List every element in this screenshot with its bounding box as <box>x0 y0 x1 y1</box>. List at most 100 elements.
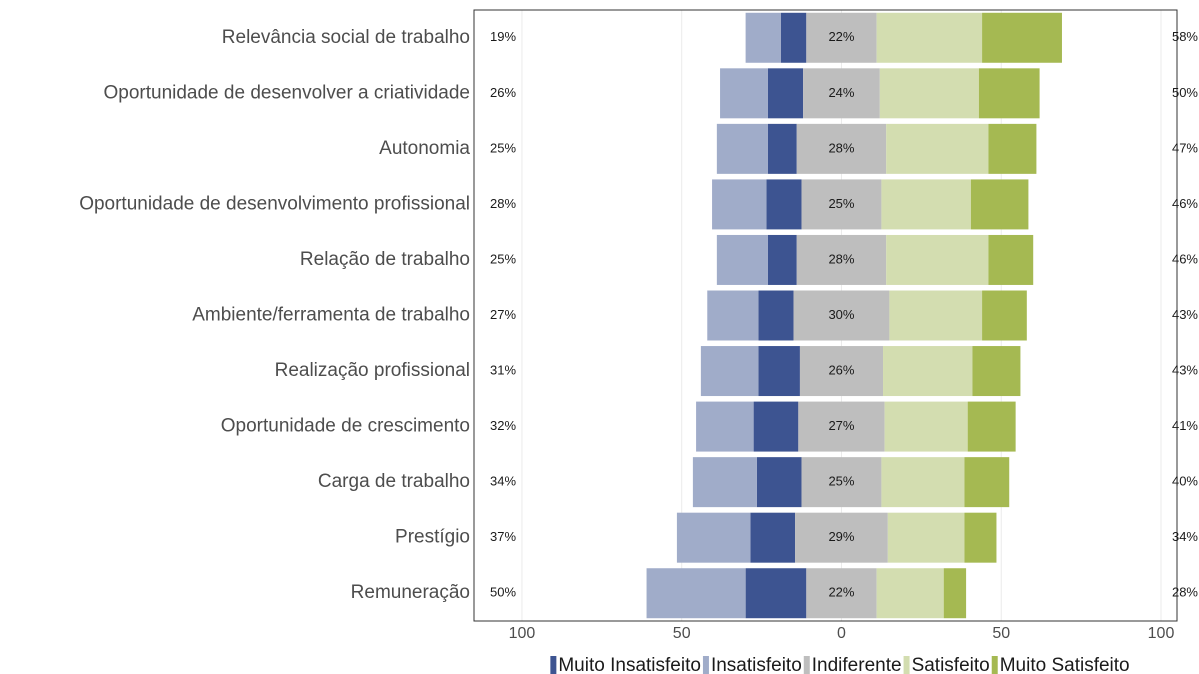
bar-segment <box>756 457 802 508</box>
bar-segment <box>745 568 807 619</box>
bar-segment <box>982 12 1062 63</box>
bar-segment <box>676 512 751 563</box>
category-label: Relevância social de trabalho <box>222 27 470 48</box>
center-label: 22% <box>828 29 854 44</box>
bar-segment <box>886 123 989 174</box>
x-tick-label: 100 <box>509 625 536 642</box>
left-label: 27% <box>490 307 516 322</box>
bar-segment <box>970 179 1029 230</box>
right-label: 43% <box>1172 307 1198 322</box>
category-label: Oportunidade de desenvolvimento profissi… <box>79 193 470 214</box>
bar-segment <box>978 68 1040 119</box>
bar-segment <box>801 457 882 508</box>
bar-segment <box>801 179 882 230</box>
bar-segment <box>883 346 973 397</box>
bar-segment <box>982 290 1027 341</box>
bar-segment <box>767 123 797 174</box>
bar-segment <box>720 68 768 119</box>
bar-segment <box>806 568 877 619</box>
bar-segment <box>887 512 965 563</box>
bar-segment <box>767 234 797 285</box>
bar-segment <box>799 346 884 397</box>
category-label: Oportunidade de desenvolver a criativida… <box>103 82 470 103</box>
bar-segment <box>796 234 887 285</box>
right-label: 41% <box>1172 418 1198 433</box>
bar-segment <box>884 401 968 452</box>
bar-segment <box>876 12 983 63</box>
bar-segment <box>943 568 967 619</box>
bar-segment <box>881 179 971 230</box>
left-label: 31% <box>490 362 516 377</box>
category-label: Prestígio <box>395 527 470 548</box>
legend-label: Satisfeito <box>912 655 990 674</box>
category-label: Ambiente/ferramenta de trabalho <box>192 305 470 326</box>
bar-segment <box>696 401 754 452</box>
x-tick-label: 50 <box>673 625 691 642</box>
legend-label: Insatisfeito <box>711 655 802 674</box>
right-label: 50% <box>1172 85 1198 100</box>
bar-segment <box>886 234 989 285</box>
bar-segment <box>712 179 767 230</box>
bar-segment <box>700 346 759 397</box>
bar-segment <box>716 234 768 285</box>
left-label: 25% <box>490 140 516 155</box>
bar-segment <box>745 12 781 63</box>
left-label: 50% <box>490 585 516 600</box>
right-label: 46% <box>1172 196 1198 211</box>
right-label: 40% <box>1172 474 1198 489</box>
category-label: Realização profissional <box>275 360 470 381</box>
bar-segment <box>692 457 757 508</box>
category-label: Autonomia <box>379 138 470 159</box>
legend-swatch <box>903 656 910 674</box>
plot-border <box>473 9 1178 622</box>
left-label: 28% <box>490 196 516 211</box>
center-label: 25% <box>828 474 854 489</box>
bar-segment <box>967 401 1016 452</box>
bar-segment <box>798 401 885 452</box>
category-label: Oportunidade de crescimento <box>221 416 470 437</box>
bar-segment <box>876 568 944 619</box>
bar-segment <box>716 123 768 174</box>
right-label: 34% <box>1172 529 1198 544</box>
bar-segment <box>988 234 1034 285</box>
center-label: 22% <box>828 585 854 600</box>
bar-segment <box>767 68 804 119</box>
center-label: 27% <box>828 418 854 433</box>
center-label: 28% <box>828 251 854 266</box>
bar-segment <box>988 123 1037 174</box>
category-label: Relação de trabalho <box>300 249 470 270</box>
left-label: 32% <box>490 418 516 433</box>
bar-segment <box>795 512 888 563</box>
right-label: 47% <box>1172 140 1198 155</box>
bar-segment <box>646 568 746 619</box>
center-label: 24% <box>828 85 854 100</box>
category-label: Remuneração <box>351 582 470 603</box>
x-tick-label: 100 <box>1148 625 1175 642</box>
center-label: 26% <box>828 362 854 377</box>
right-label: 43% <box>1172 362 1198 377</box>
x-tick-label: 50 <box>992 625 1010 642</box>
bar-segment <box>758 290 794 341</box>
left-label: 19% <box>490 29 516 44</box>
bar-segment <box>806 12 877 63</box>
bar-segment <box>889 290 983 341</box>
right-label: 58% <box>1172 29 1198 44</box>
bar-segment <box>879 68 979 119</box>
center-label: 25% <box>828 196 854 211</box>
center-label: 30% <box>828 307 854 322</box>
bar-segment <box>707 290 759 341</box>
left-label: 37% <box>490 529 516 544</box>
center-label: 28% <box>828 140 854 155</box>
legend-label: Indiferente <box>812 655 902 674</box>
x-tick-label: 0 <box>837 625 846 642</box>
bar-segment <box>766 179 802 230</box>
bar-segment <box>964 512 997 563</box>
bar-segment <box>881 457 965 508</box>
right-label: 28% <box>1172 585 1198 600</box>
left-label: 34% <box>490 474 516 489</box>
legend-swatch <box>991 656 998 674</box>
bar-segment <box>780 12 807 63</box>
bar-segment <box>803 68 880 119</box>
bar-segment <box>796 123 887 174</box>
